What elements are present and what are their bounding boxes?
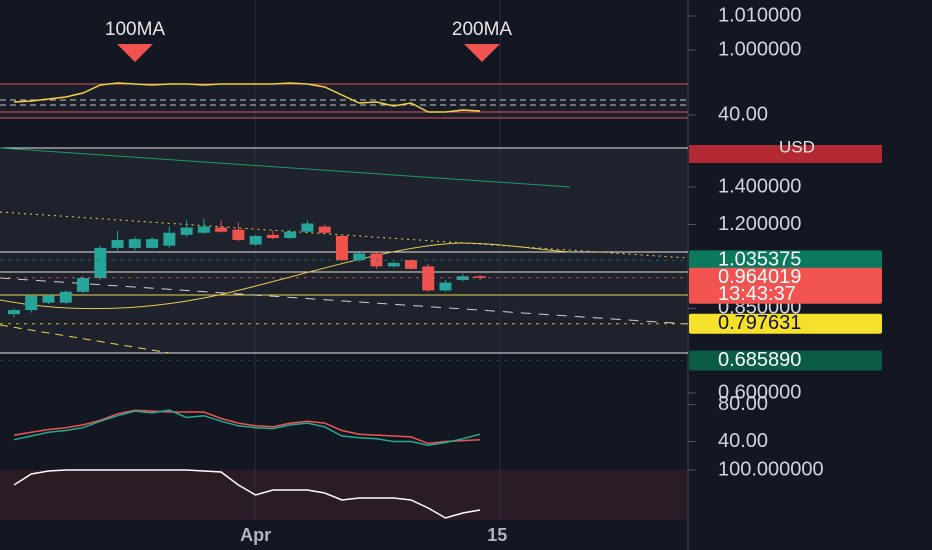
price-badge-label: 1.035375 (718, 249, 801, 271)
candle-body (59, 291, 72, 303)
candle-body (266, 234, 279, 239)
y-tick-label: 1.400000 (718, 175, 801, 197)
y-tick-label: 1.200000 (718, 213, 801, 235)
candle-body (180, 227, 193, 235)
candle-body (474, 276, 487, 278)
price-badge-label: 0.964019 (718, 266, 801, 288)
annotation: 200MA (452, 19, 513, 40)
price-badge (689, 145, 882, 163)
price-badge (689, 350, 882, 371)
candle-body (439, 282, 452, 291)
candle-body (25, 295, 38, 311)
candle-body (404, 260, 417, 269)
candle-body (163, 232, 176, 246)
trend-line (0, 211, 689, 259)
y-tick-label: 40.00 (718, 103, 768, 125)
candle-body (215, 227, 228, 232)
candle-body (301, 223, 314, 232)
y-tick-label: 0.600000 (718, 381, 801, 403)
candle-body (111, 239, 124, 248)
candle-body (422, 266, 435, 291)
series-line (13, 82, 481, 113)
candle-body (318, 226, 331, 233)
candle-body (94, 247, 107, 278)
price-badge (689, 267, 882, 304)
candle-body (335, 235, 348, 261)
series-line (13, 469, 481, 519)
plot-layer: 1.010000 1.000000 40.00 100MA 200MA 1.400000 1… (0, 4, 882, 545)
x-tick-label: Apr (240, 525, 271, 545)
countdown: 13:43:37 (718, 283, 796, 305)
candle-body (77, 277, 90, 292)
y-tick-label: 40.00 (718, 430, 768, 452)
price-badge-label: 0.685890 (718, 349, 801, 371)
y-tick-label: 80.00 (718, 393, 768, 415)
band-shade (0, 470, 688, 520)
series-line (13, 409, 481, 446)
x-tick-label: 15 (487, 525, 507, 545)
candle-body (284, 231, 297, 239)
series-line (13, 409, 481, 445)
y-tick-label: 1.000000 (718, 38, 801, 60)
candle-body (8, 310, 20, 315)
price-badge-label: 0.797631 (718, 312, 801, 334)
trend-line (0, 147, 571, 188)
annotation-arrow (464, 44, 500, 62)
price-badge (689, 313, 882, 334)
currency: USD (779, 137, 815, 156)
candle-body (353, 253, 366, 261)
y-tick-label: 1.010000 (718, 4, 801, 26)
candle-body (387, 262, 400, 267)
candle-body (249, 235, 262, 245)
trend-line (0, 324, 171, 354)
band-shade (0, 84, 688, 118)
candle-body (232, 229, 245, 240)
candle-body (42, 295, 55, 303)
ma-curve (0, 242, 571, 310)
candle-body (456, 276, 469, 281)
trend-line (0, 277, 689, 325)
annotation: 100MA (105, 19, 166, 40)
candle-body (146, 239, 159, 248)
y-tick-label: 100.000000 (718, 458, 824, 480)
candle-body (128, 239, 141, 248)
annotation-arrow (117, 44, 153, 62)
candle-body (197, 226, 210, 233)
price-badge (689, 250, 882, 271)
